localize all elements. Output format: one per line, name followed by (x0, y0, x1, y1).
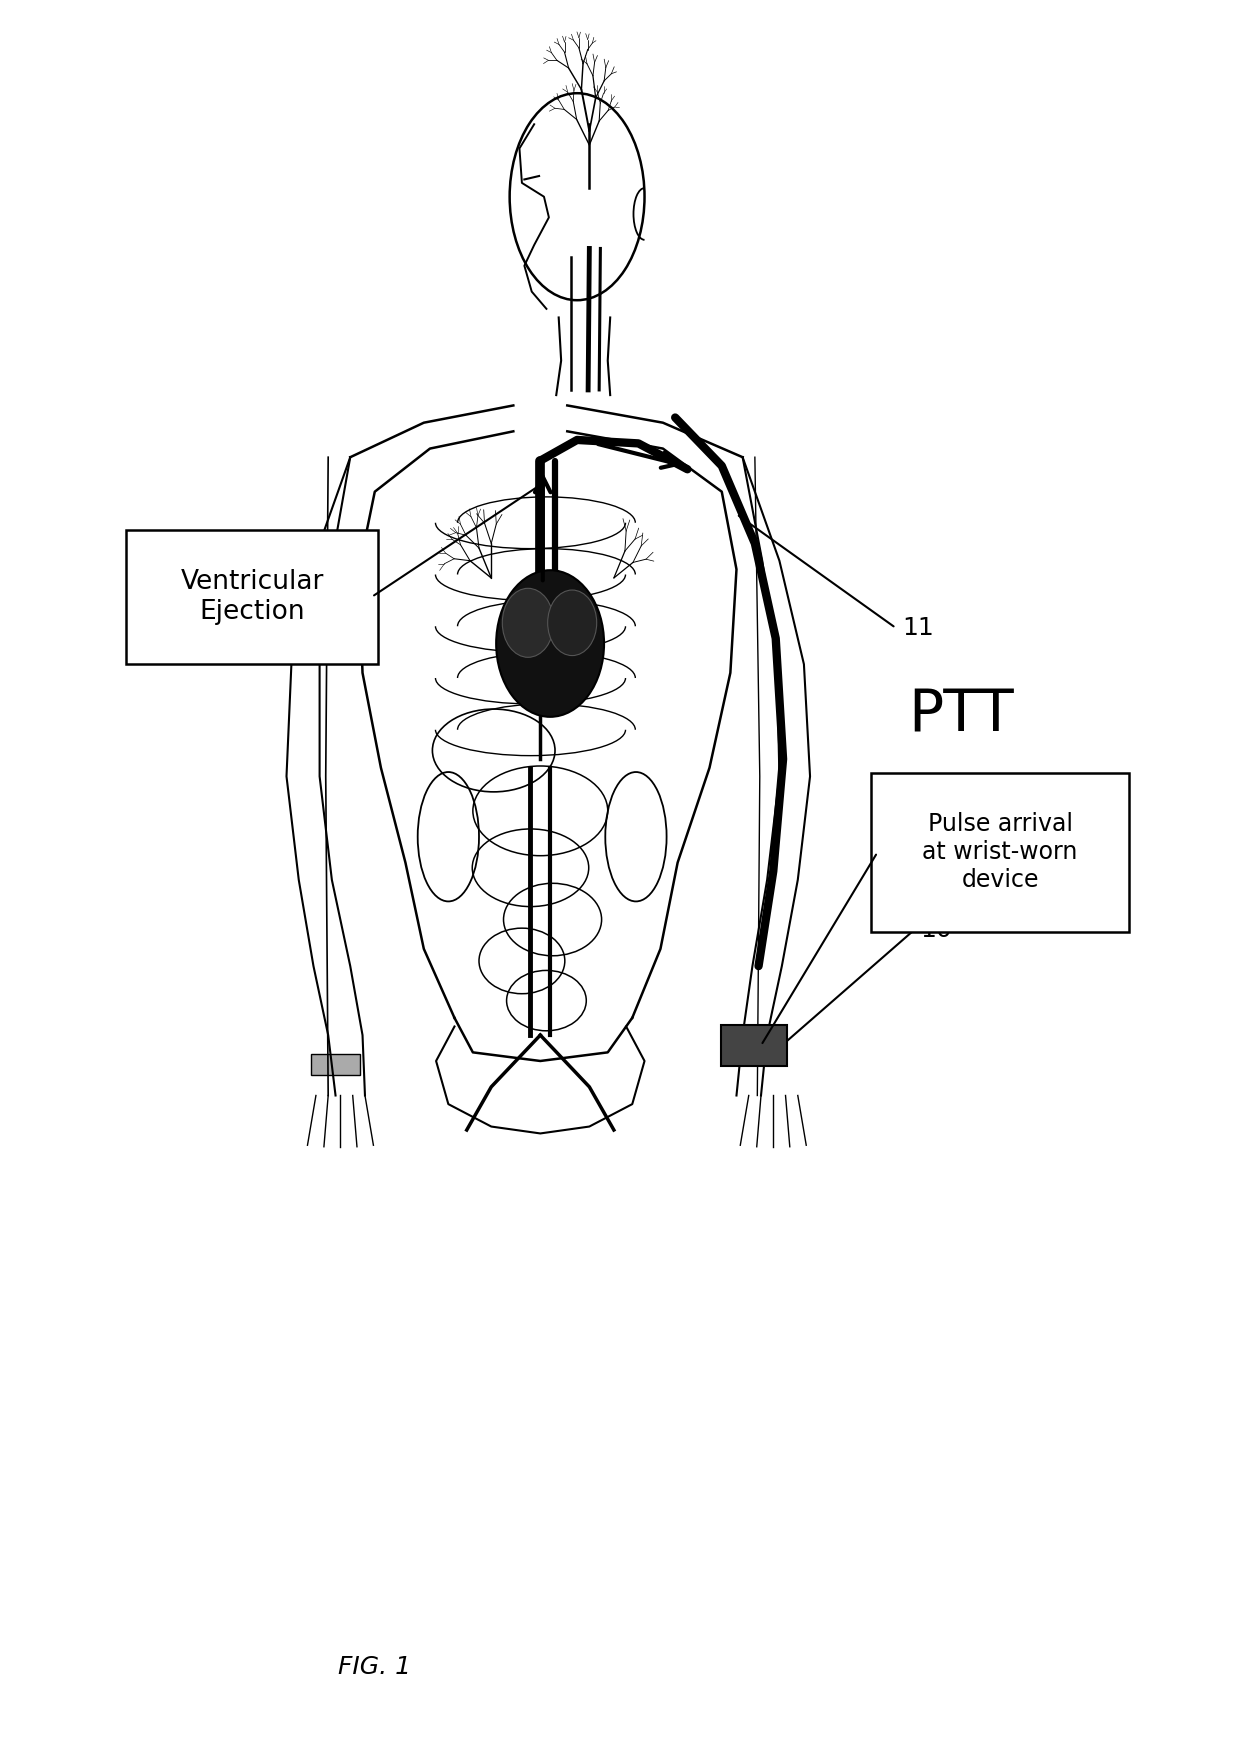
Text: Pulse arrival
at wrist-worn
device: Pulse arrival at wrist-worn device (923, 812, 1078, 892)
Ellipse shape (548, 590, 596, 656)
FancyBboxPatch shape (126, 530, 378, 664)
Text: PTT: PTT (908, 685, 1014, 743)
FancyBboxPatch shape (720, 1024, 786, 1066)
Text: 11: 11 (901, 616, 934, 640)
Text: 10: 10 (920, 918, 952, 943)
Ellipse shape (496, 570, 604, 716)
Ellipse shape (502, 588, 554, 657)
Text: Ventricular
Ejection: Ventricular Ejection (181, 569, 324, 624)
Text: FIG. 1: FIG. 1 (339, 1654, 412, 1678)
FancyBboxPatch shape (872, 772, 1128, 932)
FancyBboxPatch shape (311, 1054, 360, 1075)
